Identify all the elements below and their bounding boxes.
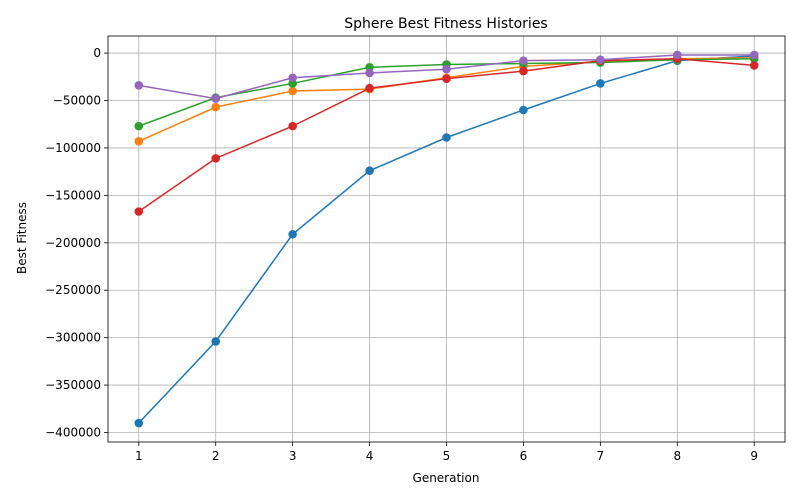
data-point — [288, 86, 297, 96]
y-tick-label: −250000 — [45, 283, 101, 297]
data-point — [596, 79, 605, 88]
x-tick-label: 5 — [443, 449, 451, 463]
data-point — [134, 121, 144, 131]
y-tick-label: −100000 — [45, 141, 101, 155]
x-tick-label: 1 — [135, 449, 143, 463]
data-point — [442, 64, 451, 74]
y-axis-ticks: 0 −50000 −100000 −150000 −200000 −250000 −3000… — [45, 46, 108, 440]
y-tick-label: −350000 — [45, 378, 101, 392]
series-5 — [134, 50, 759, 103]
chart-title: Sphere Best Fitness Histories — [344, 16, 547, 32]
data-point — [519, 66, 528, 76]
x-tick-label: 8 — [673, 449, 681, 463]
data-point — [134, 136, 144, 146]
x-tick-label: 3 — [289, 449, 297, 463]
data-point — [365, 166, 374, 176]
data-point — [288, 73, 297, 83]
y-tick-label: −50000 — [53, 94, 101, 108]
grid — [108, 36, 785, 442]
data-point — [365, 68, 374, 78]
y-tick-label: −300000 — [45, 331, 101, 345]
data-point — [442, 74, 451, 83]
data-point — [211, 94, 221, 103]
x-tick-label: 6 — [520, 449, 528, 463]
x-tick-label: 9 — [750, 449, 758, 463]
series-layer — [134, 50, 759, 428]
data-point — [365, 83, 374, 93]
data-point — [134, 207, 144, 216]
y-axis-label: Best Fitness — [15, 202, 29, 274]
data-point — [749, 50, 759, 60]
x-axis-label: Generation — [413, 471, 480, 485]
y-tick-label: −200000 — [45, 236, 101, 250]
data-point — [672, 50, 682, 60]
x-tick-label: 2 — [212, 449, 220, 463]
data-point — [211, 154, 221, 163]
data-point — [134, 81, 144, 90]
data-point — [519, 56, 528, 65]
y-tick-label: −400000 — [45, 426, 101, 440]
data-point — [749, 61, 759, 70]
data-point — [134, 418, 144, 428]
data-point — [288, 229, 297, 239]
data-point — [596, 55, 605, 65]
data-point — [519, 105, 528, 115]
data-point — [442, 133, 451, 142]
x-tick-label: 7 — [597, 449, 605, 463]
y-tick-label: 0 — [93, 46, 101, 60]
x-tick-label: 4 — [366, 449, 374, 463]
series-1 — [134, 51, 759, 428]
y-tick-label: −150000 — [45, 188, 101, 202]
data-point — [211, 337, 221, 346]
x-axis-ticks: 1 2 3 4 5 6 7 8 9 — [135, 442, 758, 463]
data-point — [211, 102, 221, 112]
data-point — [288, 121, 297, 131]
